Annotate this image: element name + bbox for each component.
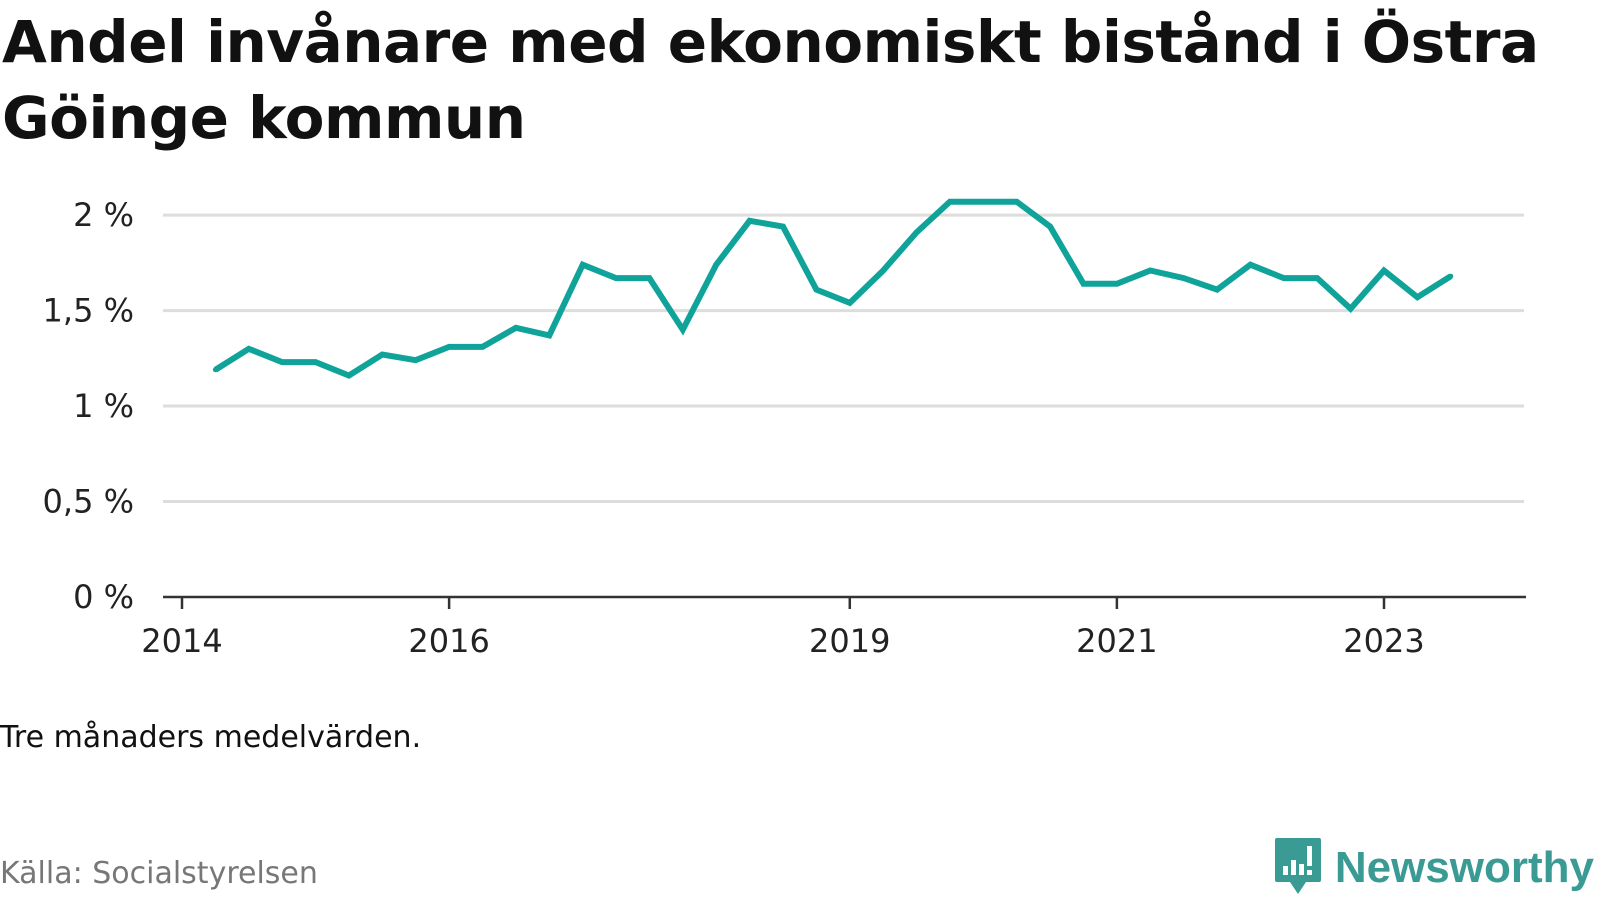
data-point [1448, 273, 1454, 279]
data-point [1314, 275, 1320, 281]
source-credit: Källa: Socialstyrelsen [0, 856, 318, 891]
data-point [613, 275, 619, 281]
data-point [813, 287, 819, 293]
x-tick-label: 2019 [809, 622, 890, 660]
data-point [1414, 294, 1420, 300]
series-layer [212, 198, 1454, 379]
data-point [279, 359, 285, 365]
gridlines [163, 213, 1524, 504]
data-point [212, 367, 218, 373]
data-point [513, 325, 519, 331]
data-point [980, 199, 986, 205]
x-tick-label: 2023 [1343, 622, 1424, 660]
x-tick-label: 2014 [141, 622, 222, 660]
y-axis-labels: 0 % 0,5 % 1 % 1,5 % 2 % [43, 196, 134, 616]
data-point [1047, 224, 1053, 230]
data-point [1147, 267, 1153, 273]
brand-logo[interactable]: Newsworthy [1273, 836, 1594, 900]
data-point [680, 327, 686, 333]
y-tick-label: 2 % [73, 196, 134, 234]
data-point [914, 229, 920, 235]
data-point [1081, 281, 1086, 287]
data-point [1281, 275, 1287, 281]
brand-name: Newsworthy [1334, 843, 1594, 892]
line-chart: 0 % 0,5 % 1 % 1,5 % 2 % 2014 2016 2019 2021 2023 [43, 196, 1526, 660]
x-axis: 2014 2016 2019 2021 2023 [141, 595, 1526, 660]
data-point [780, 224, 786, 230]
data-point [1348, 306, 1354, 312]
series-line [213, 198, 1453, 379]
chart-note: Tre månaders medelvärden. [0, 720, 422, 755]
data-point [713, 262, 719, 268]
data-point [747, 218, 753, 224]
data-point [246, 346, 252, 352]
data-point [1247, 262, 1253, 268]
data-point [847, 300, 853, 306]
data-point [646, 275, 652, 281]
y-tick-label: 1 % [73, 387, 134, 425]
data-point [1014, 199, 1020, 205]
data-point [880, 267, 886, 273]
data-point [413, 357, 419, 363]
y-tick-label: 0 % [73, 578, 134, 616]
data-point [446, 344, 452, 350]
data-point [546, 332, 552, 338]
x-tick-label: 2021 [1076, 622, 1157, 660]
data-point [379, 351, 385, 357]
data-point [480, 344, 485, 350]
data-point [313, 359, 319, 365]
newsworthy-logo-icon [1273, 836, 1323, 900]
data-point [1114, 281, 1120, 287]
data-point [580, 262, 586, 268]
data-point [1214, 287, 1220, 293]
chart-title: Andel invånare med ekonomiskt bistånd i … [2, 8, 1539, 152]
y-tick-label: 1,5 % [43, 292, 134, 330]
data-point [346, 372, 352, 378]
y-tick-label: 0,5 % [43, 483, 134, 521]
x-tick-label: 2016 [408, 622, 489, 660]
data-point [947, 199, 953, 205]
data-point [1381, 267, 1387, 273]
data-point [1181, 275, 1187, 281]
